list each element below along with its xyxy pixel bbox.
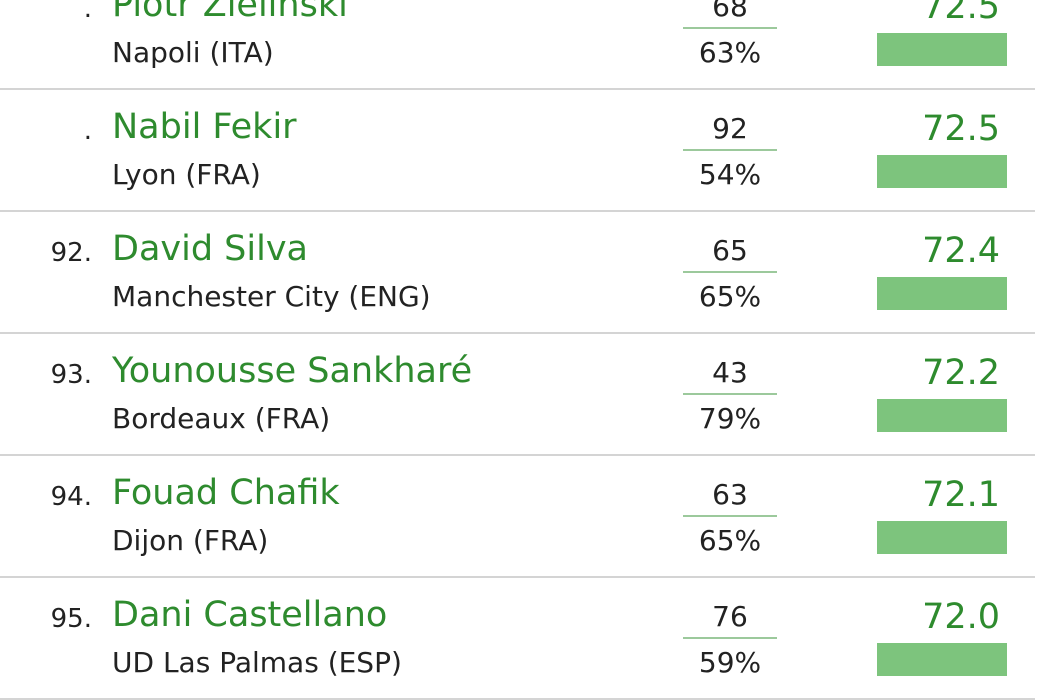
rating-bar [877,33,1007,66]
count: 63 [712,478,748,511]
percent: 63% [698,36,762,69]
rank: . [83,116,92,146]
player-name: Younousse Sankharé [112,351,473,391]
club: Lyon (FRA) [112,158,261,191]
rating-bar [877,643,1007,676]
rating: 72.4 [922,231,1000,271]
rating: 72.2 [922,353,1000,393]
count: 65 [712,234,748,267]
row-separator [0,88,1035,90]
row-separator [0,454,1035,456]
rating: 72.1 [922,475,1000,515]
club: UD Las Palmas (ESP) [112,646,402,679]
rating-bar [877,399,1007,432]
club: Manchester City (ENG) [112,280,431,313]
divider [683,515,777,517]
rank: . [83,0,92,24]
count: 76 [712,600,748,633]
divider [683,637,777,639]
player-name: Nabil Fekir [112,107,297,147]
player-name: Piotr Zielinski [112,0,348,25]
rating: 72.0 [922,597,1000,637]
count: 92 [712,112,748,145]
percent: 65% [698,524,762,557]
rank: 93. [50,360,92,390]
player-name: David Silva [112,229,309,269]
row-separator [0,332,1035,334]
club: Napoli (ITA) [112,36,274,69]
rank: 92. [50,238,92,268]
rank: 94. [50,482,92,512]
count: 68 [712,0,748,23]
player-name: Fouad Chafik [112,473,340,513]
rating: 72.5 [922,109,1000,149]
percent: 54% [698,158,762,191]
percent: 59% [698,646,762,679]
count: 43 [712,356,748,389]
divider [683,27,777,29]
row-separator [0,210,1035,212]
row-separator [0,576,1035,578]
percent: 79% [698,402,762,435]
percent: 65% [698,280,762,313]
player-name: Dani Castellano [112,595,388,635]
rating-bar [877,155,1007,188]
divider [683,149,777,151]
row-separator [0,698,1035,700]
divider [683,271,777,273]
divider [683,393,777,395]
rank: 95. [50,604,92,634]
club: Dijon (FRA) [112,524,269,557]
rating: 72.5 [922,0,1000,27]
rating-bar [877,277,1007,310]
club: Bordeaux (FRA) [112,402,331,435]
rating-bar [877,521,1007,554]
